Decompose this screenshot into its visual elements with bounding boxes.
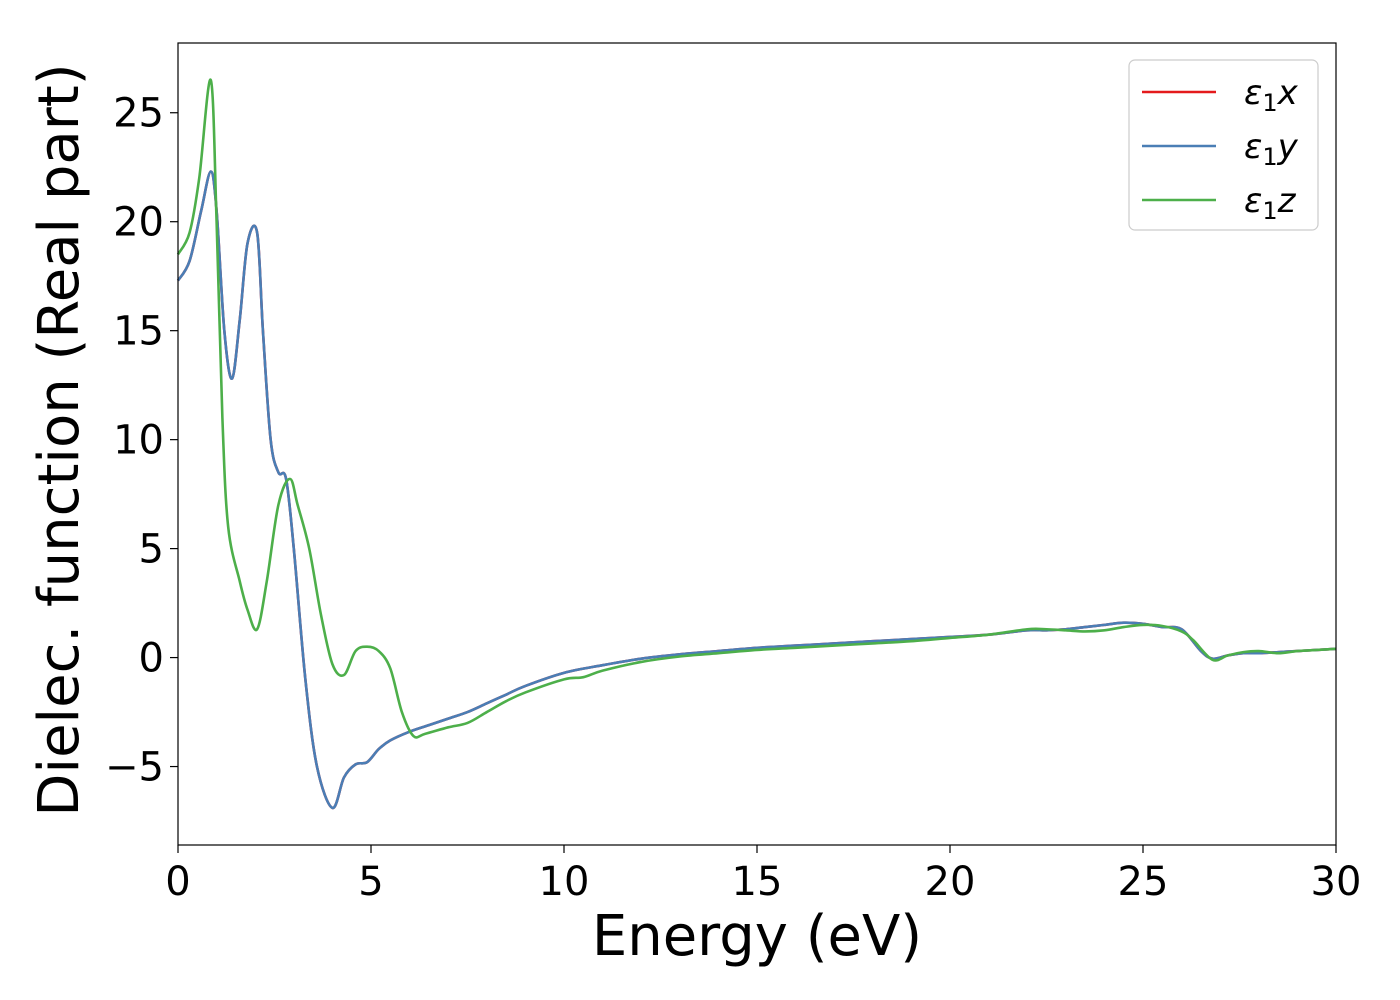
series-lines xyxy=(176,78,1337,810)
x-tick-label: 10 xyxy=(539,859,590,905)
legend-label-y: ε1y xyxy=(1244,127,1299,171)
legend-subscript: 1 xyxy=(1262,197,1277,225)
y-tick-label: 25 xyxy=(113,91,164,137)
x-tick-label: 30 xyxy=(1311,859,1362,905)
x-tick-label: 25 xyxy=(1118,859,1169,905)
legend-subscript: 1 xyxy=(1262,143,1277,171)
x-tick-label: 15 xyxy=(732,859,783,905)
y-axis: −5 0 5 10 15 20 25 xyxy=(105,91,178,791)
y-axis-title: Dielec. function (Real part) xyxy=(27,63,92,816)
legend-component: z xyxy=(1277,181,1297,221)
y-tick-label: 15 xyxy=(113,309,164,355)
legend-component: y xyxy=(1277,127,1299,167)
legend-subscript: 1 xyxy=(1262,89,1277,117)
y-tick-label: 10 xyxy=(113,418,164,464)
y-tick-label: 20 xyxy=(113,200,164,246)
legend-component: x xyxy=(1277,73,1299,113)
series-line-z xyxy=(176,78,1337,739)
legend-symbol: ε xyxy=(1244,127,1262,167)
x-tick-label: 5 xyxy=(358,859,383,905)
x-axis: 0 5 10 15 20 25 30 xyxy=(165,845,1361,905)
legend-symbol: ε xyxy=(1244,73,1262,113)
x-axis-title: Energy (eV) xyxy=(592,904,922,969)
x-tick-label: 0 xyxy=(165,859,190,905)
y-tick-label: −5 xyxy=(105,745,164,791)
y-tick-label: 5 xyxy=(139,527,164,573)
legend-label-z: ε1z xyxy=(1244,181,1297,225)
y-tick-label: 0 xyxy=(139,636,164,682)
x-tick-label: 20 xyxy=(925,859,976,905)
legend-box xyxy=(1128,59,1319,231)
legend-symbol: ε xyxy=(1244,181,1262,221)
legend-label-x: ε1x xyxy=(1244,73,1299,117)
